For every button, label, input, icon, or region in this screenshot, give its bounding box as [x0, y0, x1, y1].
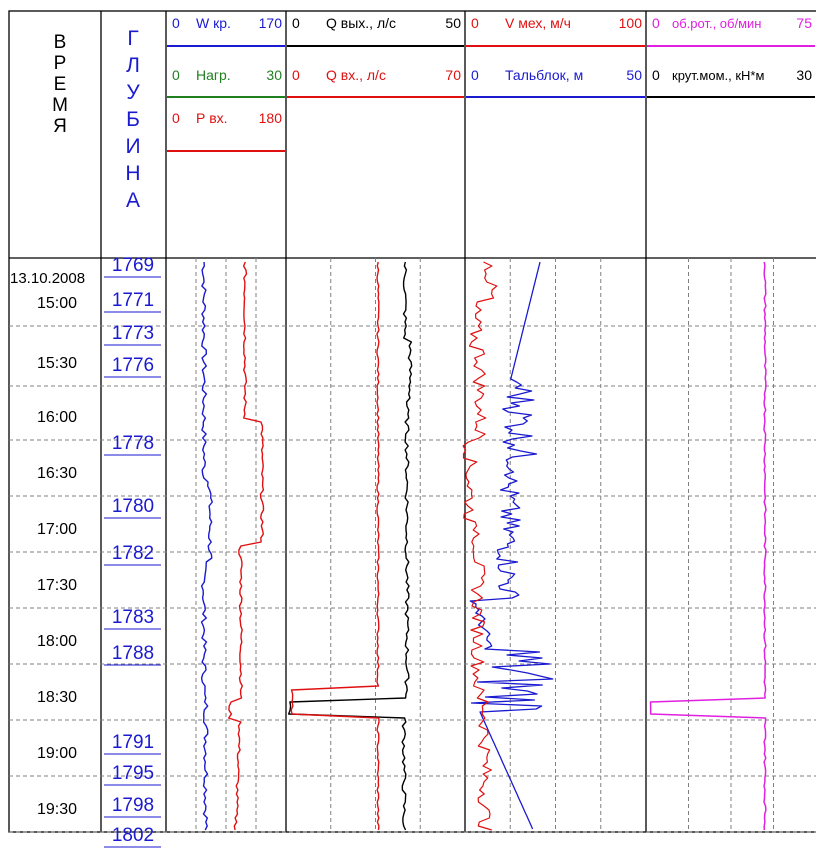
depth-header-letter: А [126, 189, 140, 212]
series-w-kr [200, 261, 214, 831]
time-label: 13.10.2008 [10, 270, 85, 287]
time-label: 15:30 [37, 355, 77, 372]
depth-header-letter: Н [125, 162, 140, 185]
series-talblok [469, 261, 554, 830]
param-max-label: 180 [259, 110, 283, 126]
param-max-label: 170 [259, 15, 283, 31]
time-header-letter: Е [54, 74, 67, 95]
param-name-label: Нагр. [196, 67, 231, 83]
series-q-vyh [288, 261, 413, 831]
series-p-vh [227, 261, 265, 831]
depth-header-letter: Л [126, 54, 140, 77]
depth-label: 1769 [112, 255, 154, 276]
param-max-label: 30 [796, 67, 812, 83]
depth-label: 1802 [112, 825, 154, 846]
curves-group [200, 261, 767, 831]
param-max-label: 75 [796, 15, 812, 31]
depth-header-letter: Б [126, 108, 140, 131]
depth-label: 1795 [112, 763, 154, 784]
depth-label: 1778 [112, 433, 154, 454]
depth-label: 1782 [112, 543, 154, 564]
param-name-label: W кр. [196, 15, 231, 31]
time-header-letter: Я [53, 116, 67, 137]
param-name-label: Р вх. [196, 110, 228, 126]
depth-label: 1791 [112, 732, 154, 753]
param-name-label: Q вх., л/с [326, 67, 386, 83]
param-max-label: 30 [266, 67, 282, 83]
time-header-letter: Р [54, 53, 67, 74]
param-min-label: 0 [292, 15, 300, 31]
param-max-label: 70 [445, 67, 461, 83]
param-min-label: 0 [172, 15, 180, 31]
param-max-label: 50 [626, 67, 642, 83]
param-name-label: об.рот., об/мин [672, 16, 761, 31]
time-label: 15:00 [37, 295, 77, 312]
depth-label: 1798 [112, 795, 154, 816]
param-name-label: крут.мом., кН*м [672, 68, 764, 83]
param-name-label: V мех, м/ч [505, 15, 571, 31]
depth-label: 1773 [112, 323, 154, 344]
grid-group [9, 258, 816, 833]
depth-label: 1776 [112, 355, 154, 376]
time-label: 19:00 [37, 745, 77, 762]
param-max-label: 100 [619, 15, 643, 31]
depth-label: 1788 [112, 643, 154, 664]
depth-label: 1780 [112, 496, 154, 517]
time-header-letter: М [52, 95, 68, 116]
time-label: 17:30 [37, 577, 77, 594]
time-label: 17:00 [37, 521, 77, 538]
time-label: 19:30 [37, 801, 77, 818]
param-min-label: 0 [292, 67, 300, 83]
param-min-label: 0 [172, 110, 180, 126]
param-min-label: 0 [471, 15, 479, 31]
frame-outer [8, 10, 816, 833]
param-max-label: 50 [445, 15, 461, 31]
depth-label: 1771 [112, 290, 154, 311]
time-label: 18:00 [37, 633, 77, 650]
series-q-vh [290, 261, 380, 831]
param-name-label: Тальблок, м [505, 67, 583, 83]
time-label: 18:30 [37, 689, 77, 706]
chart-frame [8, 10, 816, 833]
depth-header-letter: И [125, 135, 140, 158]
param-min-label: 0 [471, 67, 479, 83]
param-min-label: 0 [172, 67, 180, 83]
time-header-letter: В [54, 32, 67, 53]
series-ob-rot [649, 261, 767, 831]
depth-header-letter: У [126, 81, 140, 104]
axis-labels-group: 13.10.2008 15:00 15:30 16:00 16:30 17:00 17:30… [10, 255, 161, 848]
series-v-meh [462, 261, 498, 831]
depth-header-letter: Г [127, 27, 138, 50]
param-min-label: 0 [652, 67, 660, 83]
param-min-label: 0 [652, 15, 660, 31]
depth-label: 1783 [112, 607, 154, 628]
time-label: 16:30 [37, 465, 77, 482]
param-name-label: Q вых., л/с [326, 15, 396, 31]
time-label: 16:00 [37, 409, 77, 426]
